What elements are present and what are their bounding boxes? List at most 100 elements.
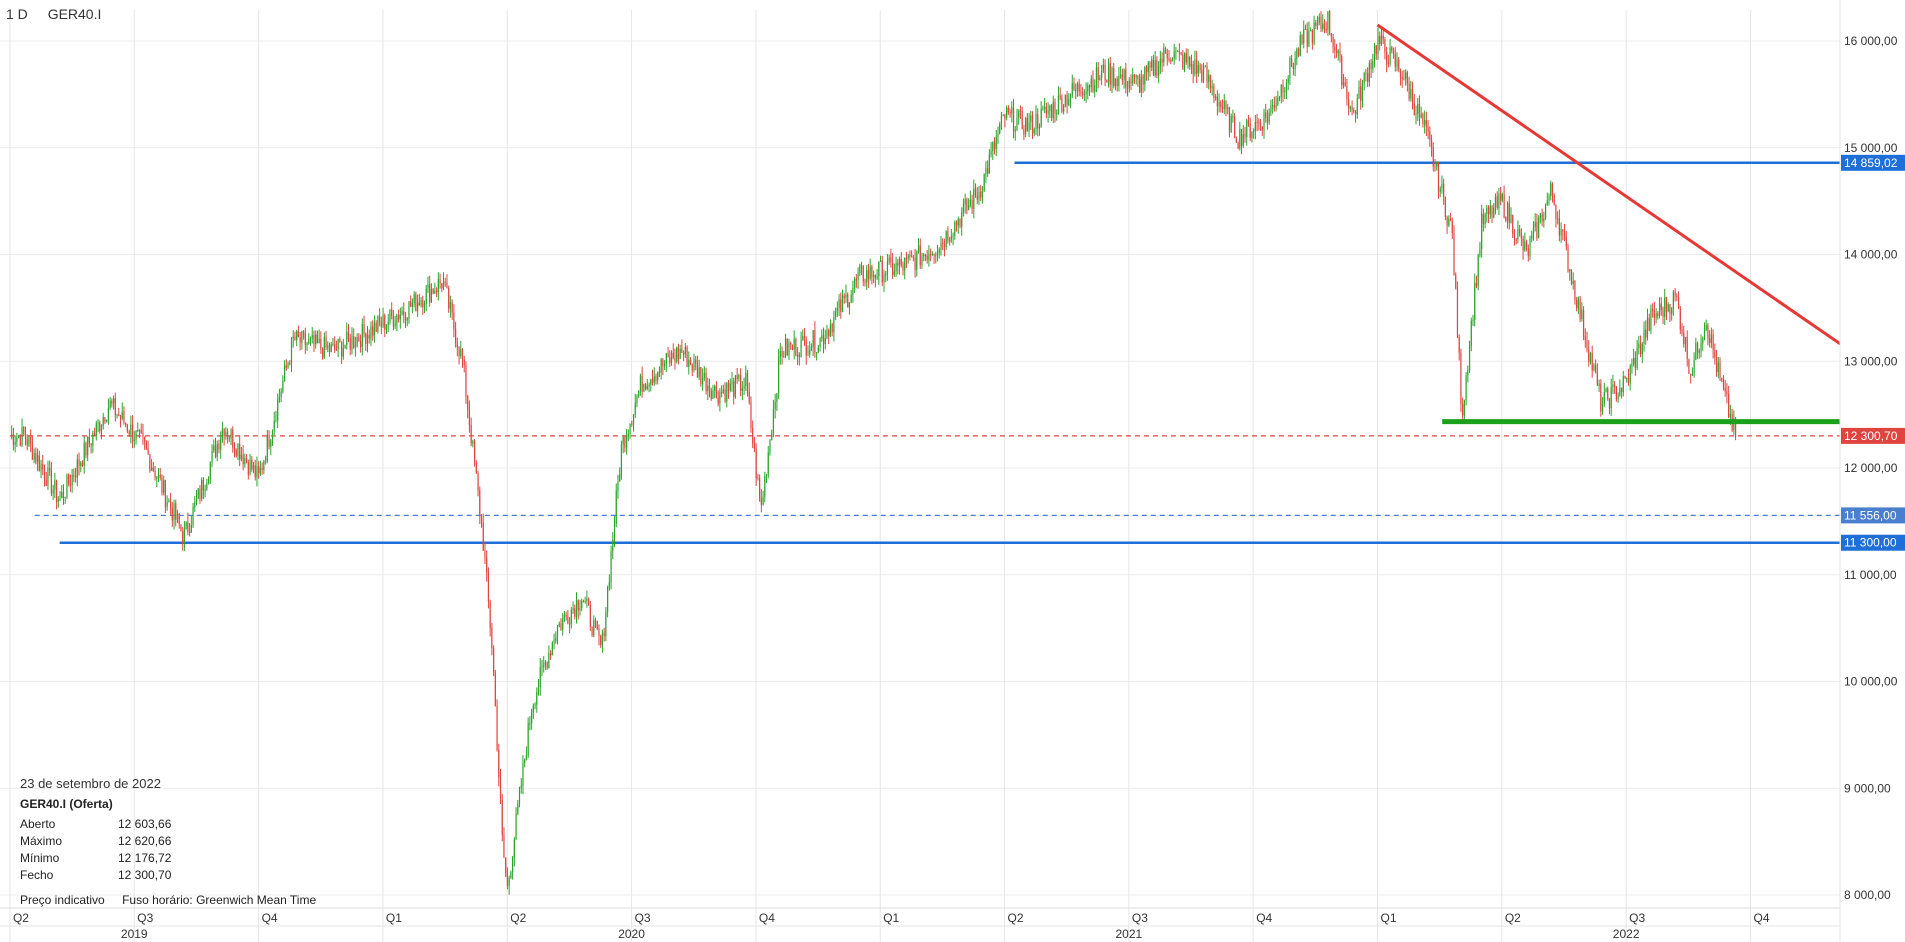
info-row-close: Fecho 12 300,70 [20, 868, 171, 885]
candle-body [1156, 60, 1158, 76]
candle-body [641, 375, 643, 392]
candle-body [1180, 52, 1182, 55]
candle-body [992, 142, 994, 152]
candle-body [118, 414, 120, 416]
candle-body [745, 373, 747, 386]
candle-body [42, 464, 44, 470]
candle-body [1477, 254, 1479, 287]
candle-body [1365, 73, 1367, 75]
candle-body [1137, 75, 1139, 79]
candle-body [209, 462, 211, 480]
candle-body [731, 381, 733, 384]
candle-body [767, 452, 769, 475]
candle-body [138, 429, 141, 431]
candle-body [1031, 115, 1034, 134]
candle-body [126, 425, 129, 432]
candle-body [636, 396, 638, 403]
candle-body [790, 343, 792, 345]
candle-body [1467, 370, 1469, 376]
candle-body [259, 468, 262, 474]
candle-body [363, 324, 365, 334]
candle-body [1071, 83, 1073, 96]
candle-body [97, 422, 99, 424]
candle-body [1413, 102, 1415, 115]
candle-body [1147, 62, 1149, 73]
candle-body [928, 253, 930, 260]
candle-body [1403, 78, 1405, 80]
candle-body [703, 372, 705, 378]
candle-body [1335, 50, 1338, 54]
candle-body [290, 338, 293, 364]
candle-body [534, 704, 536, 706]
candle-body [1468, 345, 1471, 371]
candle-body [1000, 115, 1003, 125]
quarter-label: Q3 [137, 911, 153, 925]
candle-body [436, 290, 438, 293]
candle-body [50, 470, 53, 494]
candle-body [1631, 363, 1633, 366]
candle-body [449, 302, 452, 309]
candle-body [579, 608, 581, 611]
candle-body [985, 168, 987, 174]
candle-body [254, 465, 256, 478]
candle-body [323, 337, 325, 358]
candle-body [615, 490, 617, 524]
candle-body [1358, 86, 1360, 99]
candle-body [601, 632, 604, 646]
candle-body [54, 480, 56, 490]
candle-body [232, 429, 234, 448]
candle-body [1322, 23, 1324, 29]
candle-body [1316, 23, 1319, 26]
candle-body [501, 800, 503, 836]
candle-body [907, 255, 909, 259]
candle-body [524, 759, 526, 763]
candle-body [1038, 127, 1041, 129]
candle-body [1463, 400, 1465, 416]
candle-body [555, 637, 557, 642]
candle-body [496, 705, 498, 750]
candle-body [1125, 69, 1127, 88]
candle-body [474, 440, 476, 463]
candle-body [1652, 308, 1654, 311]
candle-body [1225, 100, 1227, 110]
candle-body [1572, 281, 1574, 284]
candle-body [674, 357, 676, 362]
trend-line[interactable] [1376, 23, 1851, 352]
candle-body [828, 330, 830, 337]
candle-body [862, 266, 864, 282]
candle-body [613, 523, 616, 540]
candle-body [1486, 207, 1488, 214]
candle-body [541, 665, 543, 668]
candle-body [779, 351, 781, 357]
candle-body [106, 419, 108, 423]
year-label: 2019 [121, 927, 148, 941]
candle-body [1337, 50, 1339, 54]
candle-body [1462, 403, 1464, 416]
candle-body [425, 288, 427, 304]
candle-body [1519, 229, 1521, 234]
candle-body [463, 359, 465, 366]
candle-body [695, 359, 697, 364]
candle-body [1394, 54, 1396, 67]
candle-body [712, 390, 714, 400]
candle-body [128, 431, 130, 435]
candle-body [389, 309, 391, 322]
candle-body [1598, 383, 1600, 386]
candle-body [71, 474, 73, 486]
candle-body [430, 288, 433, 303]
candle-body [1187, 56, 1189, 63]
candle-body [772, 409, 775, 434]
candle-body [667, 353, 669, 358]
candle-body [1259, 122, 1262, 127]
candle-body [681, 348, 683, 353]
timeframe-label[interactable]: 1 D [6, 6, 28, 22]
candle-body [988, 154, 990, 174]
info-value: 12 603,66 [118, 817, 172, 831]
candle-body [489, 600, 491, 628]
candle-body [835, 310, 837, 317]
candle-body [328, 345, 331, 353]
candle-body [1289, 58, 1291, 78]
candle-body [864, 281, 866, 283]
symbol-label[interactable]: GER40.I [47, 6, 102, 22]
